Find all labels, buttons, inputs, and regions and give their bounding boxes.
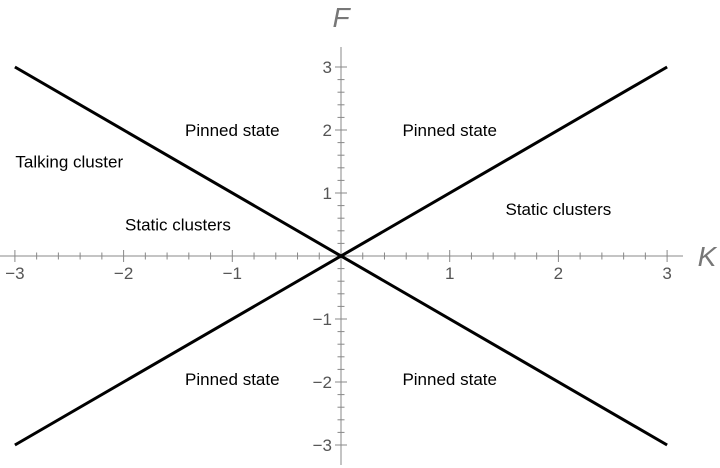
region-label: Static clusters: [505, 200, 611, 219]
axis-ticks: −3 −2 −1 1 2 3 −3 −2 −1 1 2 3: [5, 58, 672, 455]
y-tick-label: 3: [323, 58, 332, 77]
y-tick-label: 2: [323, 121, 332, 140]
region-label: Talking cluster: [15, 153, 123, 172]
y-tick-label: −3: [313, 436, 332, 455]
x-tick-label: −3: [5, 264, 24, 283]
region-label: Pinned state: [185, 121, 280, 140]
y-axis-label: F: [332, 2, 351, 33]
y-tick-label: −1: [313, 310, 332, 329]
region-labels: Pinned state Pinned state Talking cluster S…: [15, 121, 611, 389]
boundary-line-ascending: [14, 65, 668, 447]
x-tick-label: −1: [223, 264, 242, 283]
x-tick-label: 3: [662, 264, 671, 283]
region-label: Pinned state: [402, 121, 497, 140]
region-label: Pinned state: [185, 370, 280, 389]
region-label: Static clusters: [125, 216, 231, 235]
y-tick-label: −2: [313, 373, 332, 392]
x-tick-label: 2: [554, 264, 563, 283]
region-label: Pinned state: [402, 370, 497, 389]
x-axis-label: K: [698, 241, 718, 272]
x-tick-label: −2: [114, 264, 133, 283]
y-tick-label: 1: [323, 184, 332, 203]
x-tick-label: 1: [445, 264, 454, 283]
boundary-lines: [14, 65, 668, 447]
